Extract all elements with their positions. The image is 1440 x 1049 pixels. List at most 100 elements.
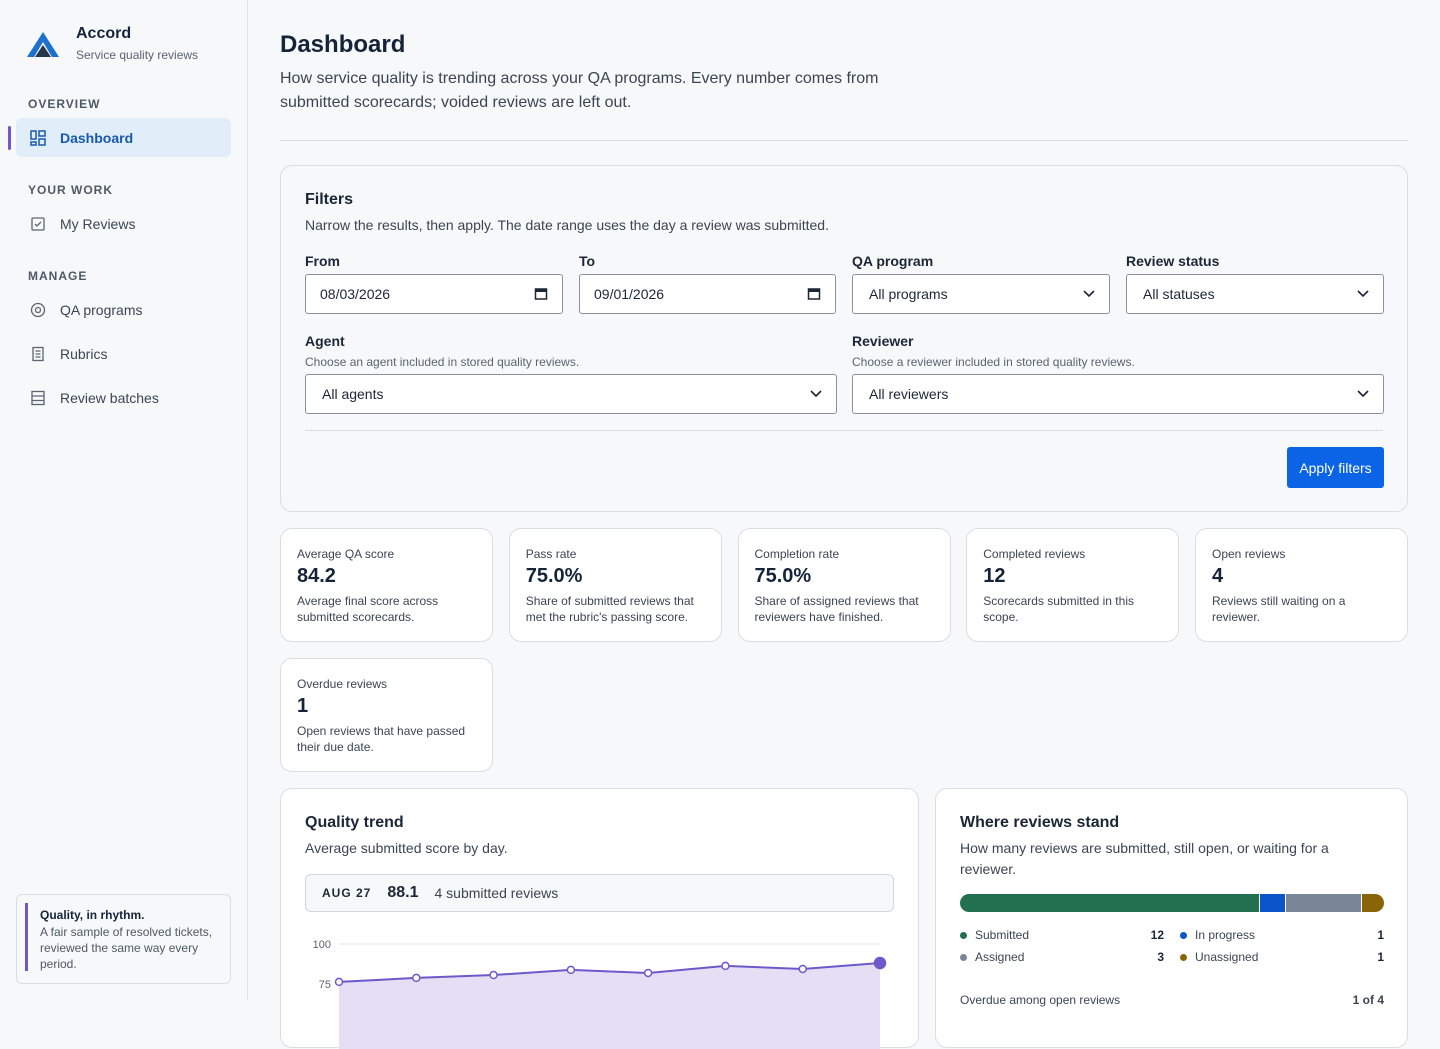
divider bbox=[305, 430, 1383, 431]
divider bbox=[280, 140, 1408, 141]
input-value: All agents bbox=[322, 386, 384, 402]
nav-item[interactable]: Dashboard bbox=[16, 118, 231, 157]
footer-title: Quality, in rhythm. bbox=[40, 908, 145, 922]
filters-card: Filters Narrow the results, then apply. … bbox=[280, 165, 1408, 512]
select[interactable]: All reviewers bbox=[852, 374, 1384, 414]
overdue-value: 1 of 4 bbox=[1352, 993, 1384, 1007]
metric-description: Average final score across submitted sco… bbox=[297, 594, 439, 624]
legend-swatch bbox=[960, 953, 967, 961]
page: Accord Service quality reviews OVERVIEW … bbox=[8, 0, 1408, 1049]
metric-card: Overdue reviews 1 Open reviews that have p… bbox=[280, 658, 493, 772]
nav-label: Dashboard bbox=[60, 129, 134, 146]
tooltip-value: 88.1 bbox=[387, 884, 419, 901]
point bbox=[873, 956, 887, 970]
point bbox=[798, 964, 807, 974]
legend-entry: Assigned 3 bbox=[960, 950, 1164, 964]
apply-button[interactable]: Apply filters bbox=[1287, 447, 1384, 488]
legend-entry: Unassigned 1 bbox=[1180, 950, 1384, 964]
point bbox=[721, 961, 730, 971]
field-label: Review status bbox=[1126, 253, 1220, 269]
date-input[interactable]: 09/01/2026 bbox=[579, 274, 836, 314]
nav-item[interactable]: QA programs bbox=[16, 290, 231, 329]
field-label: QA program bbox=[852, 253, 934, 269]
legend-entry: Submitted 12 bbox=[960, 928, 1164, 942]
field-help: Choose a reviewer included in stored qua… bbox=[852, 355, 1135, 369]
quality-trend-card: Quality trend Average submitted score by… bbox=[280, 788, 919, 1049]
nav-section: OVERVIEW bbox=[28, 97, 101, 111]
date-input[interactable]: 08/03/2026 bbox=[305, 274, 563, 314]
active-indicator bbox=[8, 126, 11, 150]
tooltip-note: 4 submitted reviews bbox=[434, 885, 559, 901]
point bbox=[489, 970, 498, 980]
field-label: To bbox=[579, 253, 596, 269]
nav-section: YOUR WORK bbox=[28, 183, 113, 197]
point bbox=[643, 968, 653, 978]
filters-title: Filters bbox=[305, 191, 354, 208]
metric-value: 75.0% bbox=[525, 565, 583, 587]
select[interactable]: All agents bbox=[305, 374, 837, 414]
line bbox=[338, 962, 881, 983]
input-value: All reviewers bbox=[869, 386, 949, 402]
nav-label: QA programs bbox=[60, 301, 143, 318]
field-label: Agent bbox=[305, 333, 345, 349]
input-value: 09/01/2026 bbox=[594, 286, 665, 302]
metric-value: 75.0% bbox=[754, 565, 812, 587]
legend: Submitted 12 In progress 1 Assigned 3 Unassign… bbox=[960, 928, 1384, 964]
bar-segment bbox=[1286, 894, 1362, 912]
bar-segment bbox=[1260, 894, 1286, 912]
metric-description: Reviews still waiting on a reviewer. bbox=[1212, 594, 1346, 624]
metric-value: 1 bbox=[297, 695, 309, 717]
metric-description: Scorecards submitted in this scope. bbox=[983, 594, 1134, 624]
select[interactable]: All programs bbox=[852, 274, 1110, 314]
nav-label: Rubrics bbox=[60, 345, 108, 362]
review-status-card: Where reviews stand How many reviews are… bbox=[935, 788, 1408, 1048]
stacked-bar bbox=[960, 894, 1384, 912]
metric-label: Open reviews bbox=[1212, 547, 1286, 561]
input-value: 08/03/2026 bbox=[320, 286, 391, 302]
metric-card: Completion rate 75.0% Share of assigned re… bbox=[737, 528, 951, 642]
page-title: Dashboard bbox=[280, 31, 406, 58]
metric-card: Average QA score 84.2 Average final score … bbox=[280, 528, 493, 642]
nav-section: MANAGE bbox=[28, 269, 88, 283]
legend-value: 1 bbox=[1377, 950, 1384, 964]
brand-name: Accord bbox=[76, 25, 132, 42]
metric-value: 84.2 bbox=[297, 565, 336, 587]
chart-tooltip: AUG 27 88.1 4 submitted reviews bbox=[305, 874, 894, 912]
overdue-label: Overdue among open reviews bbox=[960, 993, 1121, 1007]
metric-card: Completed reviews 12 Scorecards submitted … bbox=[966, 528, 1180, 642]
nav-item[interactable]: Rubrics bbox=[16, 334, 231, 373]
point bbox=[334, 977, 344, 987]
legend-swatch bbox=[1180, 931, 1187, 939]
brand-tagline: Service quality reviews bbox=[76, 48, 199, 62]
card-title: Where reviews stand bbox=[960, 814, 1120, 831]
point bbox=[412, 973, 421, 983]
nav-item[interactable]: Review batches bbox=[16, 378, 231, 417]
metric-label: Completed reviews bbox=[983, 547, 1086, 561]
card-subtitle: Average submitted score by day. bbox=[305, 840, 508, 856]
y-tick-label: 100 bbox=[313, 939, 331, 951]
point bbox=[566, 965, 576, 975]
field-label: Reviewer bbox=[852, 333, 914, 349]
footer-text: A fair sample of resolved tickets, revie… bbox=[40, 925, 213, 971]
metric-description: Share of submitted reviews that met the … bbox=[525, 594, 694, 624]
metric-card: Pass rate 75.0% Share of submitted reviews… bbox=[508, 528, 722, 642]
input-value: All programs bbox=[869, 286, 948, 302]
nav-label: My Reviews bbox=[60, 215, 136, 232]
metric-description: Open reviews that have passed their due … bbox=[297, 724, 466, 754]
bar-segment bbox=[1362, 894, 1384, 912]
legend-value: 1 bbox=[1377, 928, 1384, 942]
overdue-row: Overdue among open reviews 1 of 4 bbox=[960, 993, 1384, 1007]
legend-entry: In progress 1 bbox=[1180, 928, 1384, 942]
nav-item[interactable]: My Reviews bbox=[16, 204, 231, 243]
legend-label: In progress bbox=[1195, 928, 1256, 942]
metric-value: 12 bbox=[983, 565, 1006, 587]
page-description: How service quality is trending across y… bbox=[280, 70, 879, 111]
legend-swatch bbox=[1180, 953, 1187, 961]
bar-segment bbox=[960, 894, 1260, 912]
select[interactable]: All statuses bbox=[1126, 274, 1384, 314]
logo bbox=[27, 32, 59, 57]
area bbox=[339, 963, 880, 1049]
metric-label: Average QA score bbox=[297, 547, 395, 561]
metric-card: Open reviews 4 Reviews still waiting on a … bbox=[1195, 528, 1408, 642]
metric-label: Pass rate bbox=[525, 547, 577, 561]
